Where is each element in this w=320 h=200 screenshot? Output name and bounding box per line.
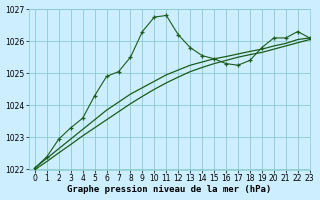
X-axis label: Graphe pression niveau de la mer (hPa): Graphe pression niveau de la mer (hPa)	[67, 185, 271, 194]
